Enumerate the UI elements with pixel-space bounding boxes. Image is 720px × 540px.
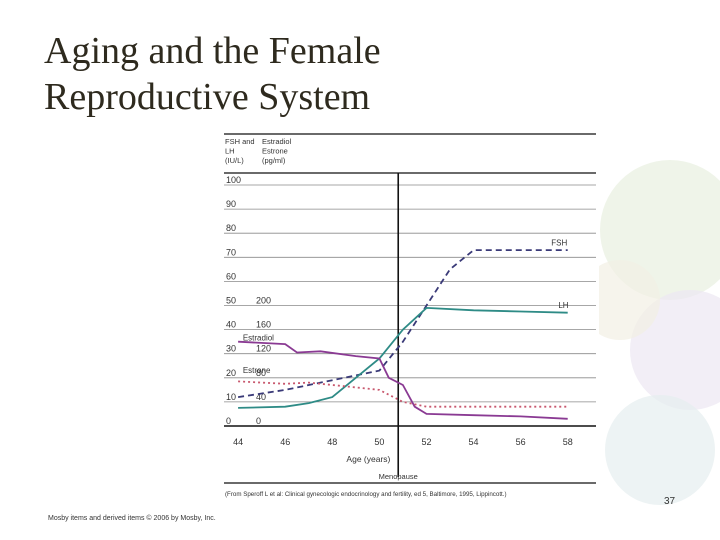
y-tick-label-iu: 30 [226, 344, 236, 354]
left-axis-header-line: FSH and [225, 137, 255, 146]
y-tick-label-iu: 20 [226, 368, 236, 378]
hormone-chart-figure: FSH and LH (IU/L) Estradiol Estrone (pg/ml) 10… [224, 132, 599, 504]
y-tick-label-pg: 160 [256, 320, 271, 330]
y-tick-label-pg: 200 [256, 296, 271, 306]
series-label-estradiol: Estradiol [243, 333, 274, 342]
y-tick-label-iu: 0 [226, 416, 231, 426]
y-tick-label-pg: 40 [256, 392, 266, 402]
title-line-2: Reproductive System [44, 76, 371, 118]
x-tick-label: 44 [233, 437, 243, 447]
y-tick-label-pg: 120 [256, 344, 271, 354]
y-tick-label-iu: 50 [226, 296, 236, 306]
x-tick-label: 48 [327, 437, 337, 447]
figure-citation: (From Speroff L et al: Clinical gynecolo… [225, 491, 507, 498]
y-tick-label-pg: 0 [256, 416, 261, 426]
right-axis-header-line: Estradiol [262, 137, 292, 146]
y-tick-label-iu: 100 [226, 175, 241, 185]
left-axis-header-line: (IU/L) [225, 156, 244, 165]
x-tick-label: 52 [421, 437, 431, 447]
y-tick-label-iu: 90 [226, 199, 236, 209]
footer-credit: Mosby items and derived items © 2006 by … [48, 515, 216, 522]
y-tick-label-iu: 70 [226, 247, 236, 257]
series-line-estradiol [238, 340, 568, 420]
y-tick-label-iu: 10 [226, 392, 236, 402]
right-axis-header-line: (pg/ml) [262, 156, 286, 165]
left-axis-header-line: LH [225, 147, 235, 156]
x-tick-label: 58 [563, 437, 573, 447]
x-tick-label: 46 [280, 437, 290, 447]
x-tick-label: 56 [516, 437, 526, 447]
series-label-fsh: FSH [551, 238, 567, 247]
title-line-1: Aging and the Female [44, 30, 381, 72]
right-axis-header-line: Estrone [262, 147, 288, 156]
series-line-lh [238, 306, 568, 409]
x-axis-label: Age (years) [346, 454, 390, 464]
series-label-lh: LH [558, 301, 568, 310]
page-number: 37 [664, 496, 676, 507]
x-tick-label: 54 [469, 437, 479, 447]
y-tick-label-iu: 80 [226, 223, 236, 233]
y-tick-label-pg: 80 [256, 368, 266, 378]
series-line-fsh [237, 249, 568, 398]
menopause-label: Menopause [379, 472, 418, 481]
x-tick-label: 50 [374, 437, 384, 447]
y-tick-label-iu: 60 [226, 271, 236, 281]
y-tick-label-iu: 40 [226, 320, 236, 330]
hormone-chart: FSH andLH(IU/L)EstradiolEstrone(pg/ml)10… [224, 133, 596, 498]
series-label-estrone: Estrone [243, 366, 271, 375]
slide-title: Aging and the Female Reproductive System [44, 28, 504, 120]
